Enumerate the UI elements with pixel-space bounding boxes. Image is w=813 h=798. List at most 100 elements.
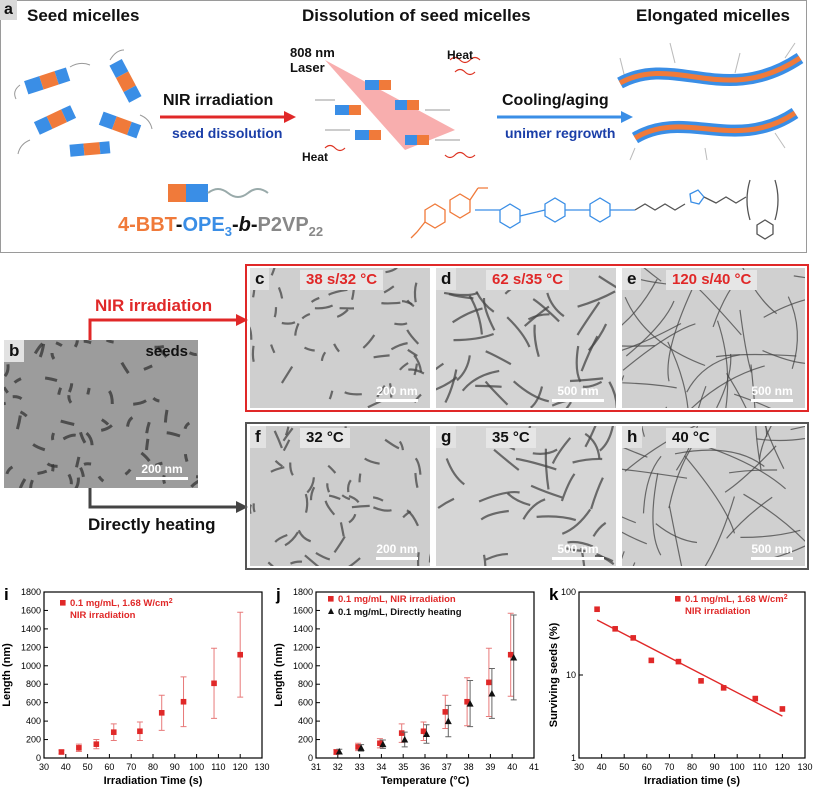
route-arrows — [88, 314, 248, 513]
tem-texture — [250, 426, 430, 566]
micelle-strand — [304, 346, 315, 352]
micelle-strand — [74, 477, 80, 488]
micelle-strand — [5, 465, 14, 475]
legend-entry: NIR irradiation — [685, 606, 751, 617]
micelle-strand — [448, 293, 474, 300]
polymer-dash-2: - — [231, 214, 239, 236]
x-tick-label: 31 — [311, 762, 321, 772]
panel-a: a Seed micelles Dissolution of seed mice… — [0, 0, 807, 253]
micelle-strand — [85, 432, 94, 446]
x-tick-label: 40 — [61, 762, 71, 772]
micelle-strand — [774, 545, 805, 559]
tem-image-g: g 35 °C 500 nm — [436, 426, 616, 566]
micelle-strand — [402, 510, 412, 519]
micelle-strand — [482, 554, 487, 566]
micelle-strand — [544, 448, 550, 490]
micelle-strand — [608, 381, 616, 408]
tem-f-scale-text: 200 nm — [376, 542, 418, 556]
panel-label-g: g — [436, 426, 457, 448]
micelle-strand — [326, 482, 331, 493]
micelle-strand — [100, 424, 113, 432]
micelle-strand — [787, 296, 799, 369]
micelle-strand — [716, 320, 729, 408]
step1-arrow — [160, 111, 296, 123]
micelle-strand — [407, 348, 418, 357]
y-tick-label: 1000 — [21, 661, 41, 671]
data-point — [76, 745, 82, 751]
micelle-strand — [668, 505, 683, 566]
tem-h-scale-text: 500 nm — [751, 542, 793, 556]
tem-image-e: e 120 s/40 °C 500 nm — [622, 268, 805, 408]
micelle-strand — [250, 504, 253, 514]
polymer-p2vp: P2VP — [257, 214, 309, 236]
x-tick-label: 60 — [104, 762, 114, 772]
micelle-strand — [622, 322, 682, 351]
micelle-strand — [68, 383, 74, 393]
polymer-dash-1: - — [175, 214, 183, 236]
micelle-strand — [750, 364, 756, 408]
micelle-strand — [704, 496, 735, 566]
data-point — [779, 706, 786, 712]
micelle-strand — [33, 342, 44, 355]
micelle-strand — [716, 353, 797, 358]
x-tick-label: 100 — [189, 762, 204, 772]
y-tick-label: 1200 — [293, 642, 313, 652]
data-point — [510, 653, 518, 661]
laser-label: 808 nm Laser — [290, 45, 335, 75]
y-tick-label: 600 — [26, 698, 41, 708]
micelle-strand — [398, 440, 404, 451]
micelle-strand — [79, 466, 85, 478]
step2-sub: unimer regrowth — [505, 125, 616, 141]
tem-g-scale-text: 500 nm — [557, 542, 599, 556]
micelle-strand — [183, 453, 189, 463]
micelle-strand — [793, 275, 805, 279]
y-tick-label: 100 — [561, 587, 576, 597]
micelle-strand — [140, 451, 151, 462]
micelle-strand — [13, 377, 22, 384]
micelle-strand — [333, 343, 340, 353]
micelle-strand — [38, 343, 46, 358]
heat-label-bottom: Heat — [302, 150, 329, 164]
micelle-strand — [506, 492, 531, 507]
micelle-strand — [364, 457, 380, 465]
tem-b-condition: seeds — [145, 343, 188, 360]
micelle-strand — [622, 468, 688, 479]
micelle-strand — [310, 296, 320, 303]
polymer-ope: OPE — [182, 214, 225, 236]
x-tick-label: 30 — [574, 762, 584, 772]
panel-label-h: h — [622, 426, 643, 448]
micelle-strand — [55, 341, 63, 347]
micelle-strand — [384, 438, 400, 450]
y-tick-label: 200 — [298, 735, 313, 745]
seed-micelles-illustration — [14, 49, 153, 157]
data-point — [180, 698, 187, 705]
micelle-strand — [341, 494, 351, 501]
tem-f-condition: 32 °C — [300, 428, 350, 448]
micelle-strand — [183, 421, 191, 430]
micelle-strand — [320, 351, 327, 362]
y-axis-label: Length (nm) — [273, 643, 285, 707]
step1-label: NIR irradiation — [163, 92, 274, 109]
micelle-strand — [532, 448, 558, 455]
title-elongated: Elongated micelles — [636, 6, 790, 25]
micelle-strand — [373, 354, 390, 359]
micelle-strand — [385, 268, 398, 274]
tem-h-condition: 40 °C — [666, 428, 716, 448]
micelle-strand — [755, 426, 762, 470]
panel-label-i: i — [4, 585, 9, 604]
micelle-strand — [381, 301, 401, 305]
micelle-strand — [399, 362, 409, 371]
micelle-strand — [527, 313, 550, 321]
micelle-strand — [44, 376, 58, 383]
micelle-strand — [632, 562, 636, 566]
micelle-strand — [584, 432, 601, 459]
micelle-strand — [684, 455, 736, 534]
x-tick-label: 30 — [39, 762, 49, 772]
data-point — [211, 680, 217, 687]
micelle-strand — [60, 419, 75, 426]
micelle-strand — [333, 535, 346, 554]
micelle-strand — [625, 300, 675, 357]
tem-d-scale-text: 500 nm — [557, 384, 599, 398]
micelle-strand — [408, 368, 425, 375]
tem-c-condition: 38 s/32 °C — [300, 270, 384, 290]
